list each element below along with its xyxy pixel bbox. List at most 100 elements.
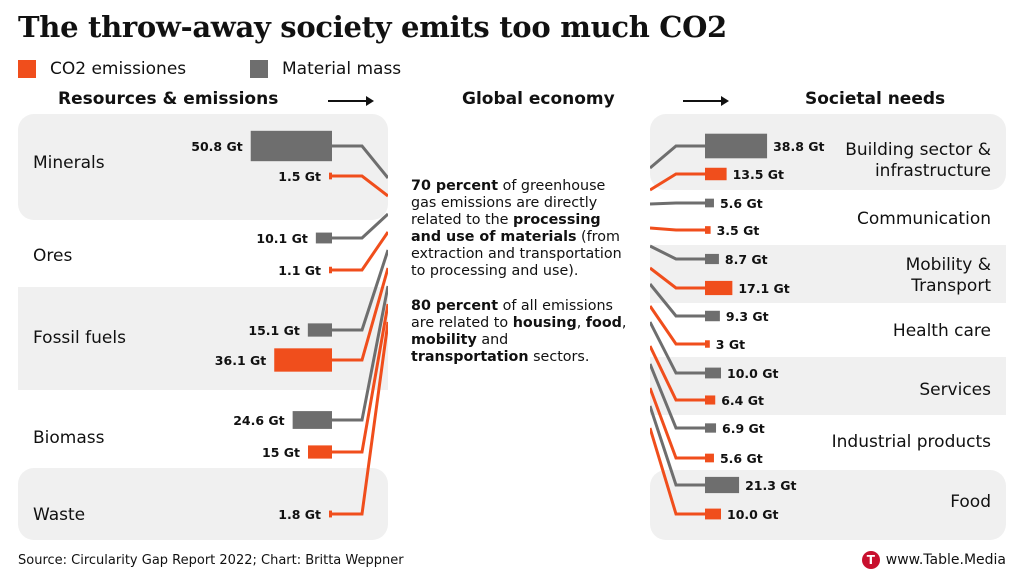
co2-bar — [705, 167, 727, 181]
center-p2-run: and — [476, 332, 509, 348]
header-right: Societal needs — [805, 89, 946, 109]
flow-line — [648, 405, 705, 487]
band-right — [650, 114, 1006, 190]
center-p2-run: sectors. — [528, 349, 590, 365]
material-bar — [250, 130, 332, 162]
co2-bar — [705, 226, 711, 234]
flow-line — [649, 226, 705, 232]
flow-line — [332, 212, 390, 240]
legend-swatch-co2 — [18, 60, 36, 78]
material-bar — [315, 232, 332, 244]
co2-bar — [705, 340, 710, 348]
material-bar — [307, 323, 332, 337]
value-label: 17.1 Gt — [738, 281, 789, 296]
flow-line — [332, 303, 390, 454]
co2-bar — [274, 348, 332, 372]
material-bar — [705, 198, 714, 208]
value-label: 5.6 Gt — [720, 451, 763, 466]
material-bar — [705, 310, 720, 322]
value-label: 15.1 Gt — [248, 323, 299, 338]
center-p1-run: processing and use of materials — [411, 212, 601, 245]
band-left — [18, 287, 388, 390]
right-category-label: Food — [950, 492, 991, 512]
value-label: 9.3 Gt — [726, 309, 769, 324]
flow-line — [648, 387, 705, 460]
center-p1-run: of greenhouse gas emissions are directly… — [411, 178, 606, 228]
right-category-label: Health care — [893, 321, 991, 341]
brand-link[interactable]: www.Table.Media — [885, 552, 1006, 568]
legend-co2: CO2 emissiones — [18, 58, 186, 80]
right-category-label: Transport — [910, 276, 991, 296]
value-label: 3.5 Gt — [717, 223, 760, 238]
center-paragraph-2: 80 percent of all emissions are related … — [411, 298, 630, 366]
value-label: 24.6 Gt — [233, 413, 284, 428]
flow-line — [332, 249, 390, 332]
flow-line — [332, 285, 390, 422]
value-label: 1.5 Gt — [278, 169, 321, 184]
right-category-label: Services — [919, 380, 991, 400]
co2-bar — [705, 508, 721, 520]
flow-line — [649, 144, 705, 170]
legend-label-material: Material mass — [282, 59, 402, 79]
material-bar — [292, 411, 332, 429]
material-bar — [705, 367, 721, 379]
center-paragraph-1: 70 percent of greenhouse gas emissions a… — [411, 178, 630, 280]
brand-logo-icon: T — [861, 551, 880, 569]
co2-bar — [329, 172, 332, 180]
value-label: 5.6 Gt — [720, 196, 763, 211]
value-label: 1.8 Gt — [278, 507, 321, 522]
center-p1-run: (from extraction and transportation to p… — [411, 229, 622, 279]
center-p2-run: mobility — [411, 332, 477, 348]
flow-line — [649, 201, 705, 206]
right-category-label: Communication — [857, 209, 991, 229]
left-category-label: Ores — [33, 246, 72, 266]
left-category-label: Fossil fuels — [33, 328, 126, 348]
legend-swatch-material — [250, 60, 268, 78]
right-category-label: Mobility & — [906, 255, 991, 275]
center-p2-run: 80 percent — [411, 298, 499, 314]
legend-material: Material mass — [250, 58, 401, 80]
center-p1-run: 70 percent — [411, 178, 499, 194]
right-category-label: infrastructure — [875, 161, 991, 181]
flow-line — [649, 172, 705, 192]
value-label: 1.1 Gt — [278, 263, 321, 278]
co2-bar — [705, 280, 733, 296]
material-bar — [705, 253, 719, 265]
value-label: 15 Gt — [262, 445, 300, 460]
flow-line — [648, 305, 705, 346]
brand[interactable]: T www.Table.Media — [861, 551, 1006, 569]
chart-title: The throw-away society emits too much CO… — [18, 10, 727, 44]
co2-bar — [705, 453, 714, 463]
right-category-label: Building sector & — [845, 140, 991, 160]
flow-line — [649, 266, 705, 290]
flow-line — [648, 363, 705, 430]
center-p2-run: , — [576, 315, 586, 331]
header-center: Global economy — [462, 89, 615, 109]
value-label: 6.9 Gt — [722, 421, 765, 436]
center-info-panel: 70 percent of greenhouse gas emissions a… — [388, 150, 650, 518]
band-left — [18, 468, 388, 540]
left-category-label: Waste — [33, 505, 85, 525]
material-bar — [705, 476, 740, 494]
value-label: 13.5 Gt — [733, 167, 784, 182]
co2-bar — [705, 395, 716, 405]
left-category-label: Minerals — [33, 153, 105, 173]
value-label: 6.4 Gt — [721, 393, 764, 408]
value-label: 10.0 Gt — [727, 507, 778, 522]
center-p2-run: of all emissions are related to — [411, 298, 613, 331]
flow-line — [648, 345, 705, 402]
band-right — [650, 357, 1006, 415]
flow-line — [332, 174, 389, 198]
value-label: 50.8 Gt — [191, 139, 242, 154]
arrow-right-icon — [328, 96, 374, 106]
right-category-label: Industrial products — [832, 432, 992, 452]
flow-line — [332, 231, 390, 272]
co2-bar — [329, 266, 332, 274]
value-label: 36.1 Gt — [215, 353, 266, 368]
center-p2-run: housing — [512, 315, 577, 331]
center-p2-run: transportation — [411, 349, 529, 365]
value-label: 8.7 Gt — [725, 252, 768, 267]
value-label: 3 Gt — [716, 337, 745, 352]
co2-bar — [308, 445, 332, 459]
legend-label-co2: CO2 emissiones — [50, 59, 187, 79]
